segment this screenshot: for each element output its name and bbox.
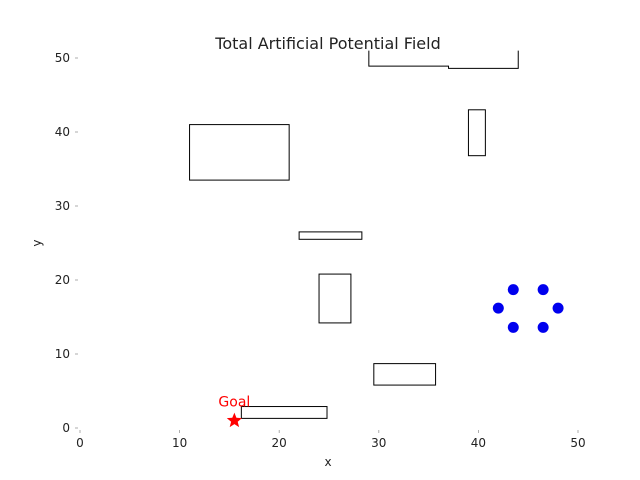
top-boundary-line [368,50,519,69]
agent-point [552,302,564,314]
x-tick-label: 40 [471,436,486,450]
y-tick-label: 30 [55,199,70,213]
y-tick-label: 40 [55,125,70,139]
goal-label: Goal [218,395,250,411]
x-tick-label: 30 [371,436,386,450]
x-tick-label: 10 [172,436,187,450]
goal-marker-group: Goal [218,395,250,428]
y-axis-label: y [30,239,44,246]
agent-point [537,321,549,333]
obstacles [189,109,486,419]
obstacle-rect [373,363,437,386]
agent-point [507,321,519,333]
y-tick-label: 50 [55,51,70,65]
agent-point [492,302,504,314]
agent-point [537,284,549,296]
x-tick-label: 20 [272,436,287,450]
x-tick-label: 50 [570,436,585,450]
x-tick-label: 0 [76,436,84,450]
obstacle-rect [467,109,486,157]
obstacle-rect [240,406,328,419]
obstacle-rect [189,124,290,181]
goal-marker [226,412,242,428]
top-boundary [368,50,519,69]
agents [492,284,564,333]
agent-point [507,284,519,296]
y-tick-label: 10 [55,347,70,361]
axis-ticks: 0 10 20 30 40 50 0 10 20 30 40 50 [55,51,586,450]
chart-title: Total Artificial Potential Field [214,34,440,53]
x-axis-label: x [324,455,331,469]
y-tick-label: 20 [55,273,70,287]
obstacle-rect [318,273,352,324]
obstacle-rect [298,231,363,240]
y-tick-label: 0 [62,421,70,435]
